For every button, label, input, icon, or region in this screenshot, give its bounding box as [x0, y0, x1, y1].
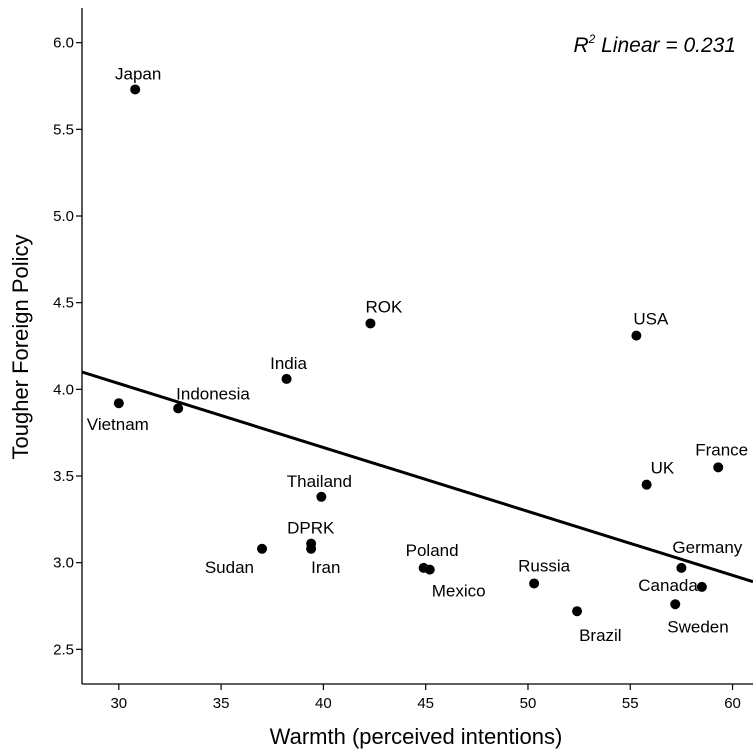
data-point	[696, 581, 707, 592]
data-point-label: Canada	[638, 576, 698, 595]
r-squared-r: R	[573, 34, 588, 57]
y-tick-label: 4.0	[53, 381, 74, 398]
data-point	[676, 562, 687, 573]
y-tick-label: 3.0	[53, 555, 74, 572]
data-point-label: Sweden	[667, 617, 728, 636]
data-point	[316, 491, 327, 502]
data-point	[257, 543, 268, 554]
y-tick-label: 2.5	[53, 641, 74, 658]
data-point-label: Germany	[672, 538, 742, 557]
r-squared-annotation: R2 Linear = 0.231	[573, 32, 736, 57]
x-tick-label: 50	[520, 695, 537, 712]
x-tick-label: 40	[315, 695, 332, 712]
data-point-label: Vietnam	[87, 415, 149, 434]
data-point	[365, 318, 376, 329]
data-point-label: Poland	[406, 541, 459, 560]
x-axis-title: Warmth (perceived intentions)	[270, 724, 563, 749]
data-point	[670, 599, 681, 610]
x-tick-label: 30	[110, 695, 127, 712]
data-point	[631, 330, 642, 341]
data-point	[306, 543, 317, 554]
data-point-label: USA	[633, 310, 669, 329]
data-point-label: Brazil	[579, 626, 622, 645]
data-point-label: India	[270, 354, 307, 373]
data-point-label: Iran	[311, 558, 340, 577]
data-point-label: Thailand	[287, 472, 352, 491]
data-point-label: Indonesia	[176, 384, 250, 403]
data-point-label: UK	[651, 459, 675, 478]
data-point	[529, 578, 540, 589]
regression-line	[81, 370, 753, 584]
y-tick-label: 6.0	[53, 35, 74, 52]
data-point-label: ROK	[365, 297, 403, 316]
x-tick-label: 60	[724, 695, 741, 712]
y-tick-label: 3.5	[53, 468, 74, 485]
r-squared-value: Linear = 0.231	[595, 34, 736, 57]
data-point	[281, 373, 292, 384]
data-point-label: Mexico	[432, 582, 486, 601]
x-tick-label: 45	[417, 695, 434, 712]
data-point-label: France	[695, 440, 748, 459]
data-point-label: Russia	[518, 556, 571, 575]
data-point-label: DPRK	[287, 519, 335, 538]
data-point	[424, 564, 435, 575]
y-tick-label: 5.0	[53, 208, 74, 225]
data-point	[130, 84, 141, 95]
data-point	[173, 403, 184, 414]
y-axis-title: Tougher Foreign Policy	[8, 234, 33, 459]
data-point	[713, 462, 724, 473]
y-tick-label: 5.5	[53, 121, 74, 138]
x-tick-label: 55	[622, 695, 639, 712]
x-tick-label: 35	[213, 695, 230, 712]
data-point	[641, 479, 652, 490]
data-point	[113, 398, 124, 409]
data-point-label: Japan	[115, 64, 161, 83]
y-tick-label: 4.5	[53, 295, 74, 312]
data-point	[572, 606, 583, 617]
data-point-label: Sudan	[205, 558, 254, 577]
r-squared-superscript: 2	[588, 32, 596, 46]
